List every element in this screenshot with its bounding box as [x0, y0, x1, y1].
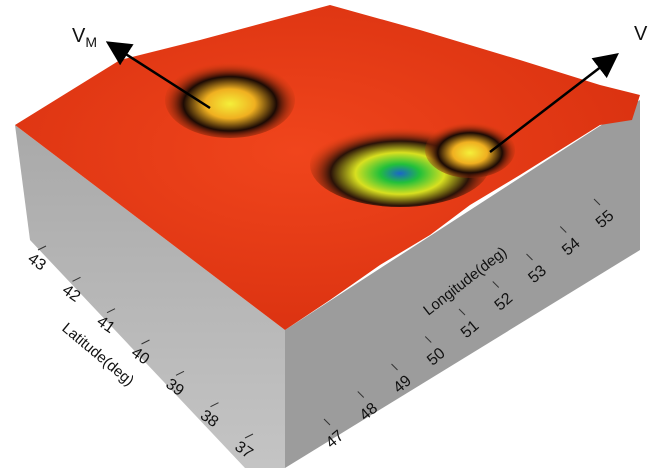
crater	[165, 62, 295, 138]
x-tick	[559, 226, 567, 233]
block	[15, 5, 640, 468]
annotation: V	[634, 23, 648, 45]
x-tick	[357, 391, 365, 398]
y-tick	[175, 370, 185, 376]
arrow	[489, 52, 619, 153]
right-face	[285, 100, 640, 468]
x-tick	[492, 281, 500, 288]
y-tick	[72, 276, 81, 282]
arrow	[105, 41, 211, 110]
y-tick	[37, 245, 47, 251]
annotation-text: V	[72, 25, 86, 47]
y-tick	[210, 402, 219, 408]
x-tick	[526, 253, 533, 261]
x-tick	[323, 418, 331, 426]
x-tick	[458, 308, 466, 316]
left-face	[15, 125, 285, 468]
x-tick	[391, 363, 398, 371]
y-tick	[106, 308, 116, 314]
y-tick	[244, 433, 254, 439]
crater	[425, 122, 515, 178]
annotation: VM	[72, 25, 97, 50]
y-tick	[141, 339, 150, 345]
x-tick	[593, 198, 601, 206]
annotation-sub: M	[85, 34, 97, 50]
x-tick	[424, 336, 432, 343]
